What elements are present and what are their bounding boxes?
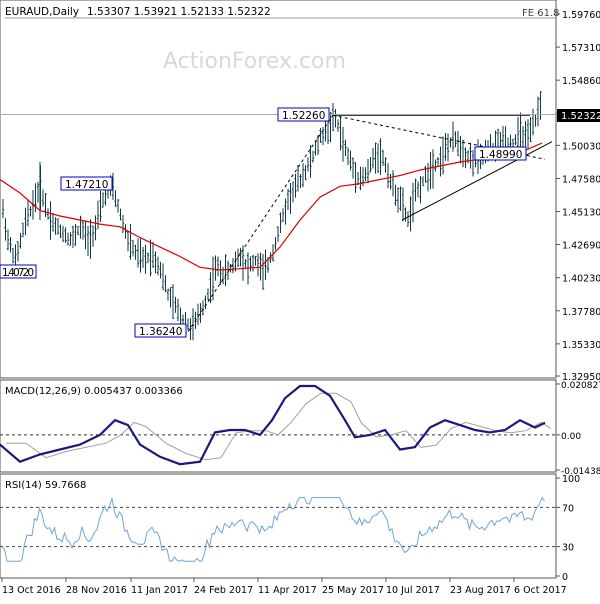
rsi-y-tick-label: 0 — [562, 572, 568, 583]
macd-y-tick-label: 0.020827 — [561, 381, 600, 391]
support-trendline — [401, 141, 553, 221]
macd-y-axis: 0.020827 0.00 -0.014386 — [556, 381, 600, 477]
annotation-high-label: 1.52260 — [282, 110, 325, 122]
x-axis: 13 Oct 2016 28 Nov 2016 11 Jan 2017 24 Feb … — [1, 578, 567, 596]
rsi-y-tick-label: 70 — [562, 503, 574, 514]
rsi-y-tick-label: 100 — [562, 474, 580, 485]
price-y-tick-label: 1.47580 — [562, 174, 600, 185]
macd-line — [0, 384, 546, 466]
annotation-1-48-label: 1.48990 — [479, 149, 522, 161]
price-y-tick-label: 1.50030 — [562, 141, 600, 152]
rsi-y-axis: 100 70 30 0 — [556, 474, 580, 583]
annotation-1-40-label: 1.40720 — [2, 267, 34, 279]
rsi-panel — [0, 473, 557, 579]
x-tick-label: 11 Apr 2017 — [258, 585, 317, 596]
rsi-layer — [0, 496, 556, 562]
price-y-tick-label: 1.42690 — [562, 240, 600, 251]
rsi-label: RSI(14) 59.7668 — [5, 480, 86, 491]
x-tick-label: 11 Jan 2017 — [131, 585, 188, 596]
price-y-tick-label: 1.35330 — [562, 340, 600, 351]
price-y-tick-label: 1.59760 — [562, 10, 600, 21]
macd-layer — [0, 384, 556, 466]
annotation-1-47: 1.47210 — [60, 176, 113, 191]
x-tick-label: 10 Jul 2017 — [386, 585, 440, 596]
annotation-low: 1.36240 — [134, 323, 187, 338]
price-y-tick-label: 1.54860 — [562, 76, 600, 87]
price-y-tick-label: 1.40230 — [562, 274, 600, 285]
price-y-tick-label: 1.32950 — [562, 372, 600, 383]
x-tick-label: 28 Nov 2016 — [66, 585, 127, 596]
annotation-1-40: 1.40720 — [0, 264, 37, 279]
macd-signal-line — [6, 392, 552, 461]
rsi-y-tick-label: 30 — [562, 543, 574, 554]
x-tick-label: 23 Aug 2017 — [450, 585, 511, 596]
price-y-tick-label: 1.57310 — [562, 43, 600, 54]
price-y-axis: 1.597601.573101.548601.524101.500301.475… — [556, 10, 600, 383]
price-header: EURAUD,Daily — [5, 6, 79, 18]
watermark: ActionForex.com — [163, 49, 346, 74]
x-tick-label: 6 Oct 2017 — [514, 585, 567, 596]
fib-label: FE 61.8 — [522, 8, 560, 19]
x-tick-label: 13 Oct 2016 — [2, 585, 61, 596]
price-y-tick-label: 1.37780 — [562, 307, 600, 318]
dashed-trendline-up — [187, 114, 334, 332]
rsi-line — [1, 496, 545, 562]
x-tick-label: 24 Feb 2017 — [194, 585, 253, 596]
annotation-low-label: 1.36240 — [139, 326, 182, 338]
current-price-label: 1.52322 — [561, 111, 600, 122]
macd-y-tick-label: -0.014386 — [561, 467, 600, 477]
moving-average-line — [0, 142, 543, 271]
annotation-1-48: 1.48990 — [474, 146, 527, 161]
price-ohlc: 1.53307 1.53921 1.52133 1.52322 — [87, 6, 271, 18]
current-price-box — [557, 109, 600, 122]
x-tick-label: 25 May 2017 — [322, 585, 384, 596]
price-layer — [0, 91, 556, 341]
price-y-tick-label: 1.45130 — [562, 208, 600, 219]
macd-label: MACD(12,26,9) 0.005437 0.003366 — [5, 386, 183, 397]
annotation-high: 1.52260 — [277, 107, 330, 122]
macd-y-tick-label: 0.00 — [561, 432, 581, 442]
annotation-1-47-label: 1.47210 — [65, 179, 108, 191]
